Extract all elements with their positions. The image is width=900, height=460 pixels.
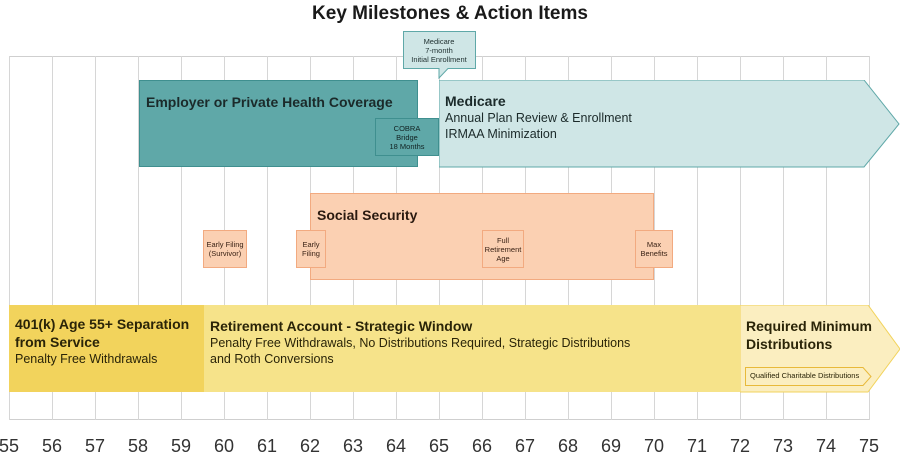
gridline (181, 56, 182, 420)
gridline (783, 56, 784, 420)
medicare-text: Medicare Annual Plan Review & Enrollment… (445, 92, 632, 142)
early-line1: Early (302, 240, 320, 249)
separation-from-service-bar: 401(k) Age 55+ Separation from Service P… (9, 305, 204, 392)
medicare-enroll-line2: 7-month (425, 45, 453, 55)
medicare-label: Medicare (445, 93, 506, 109)
employer-coverage-label: Employer or Private Health Coverage (146, 94, 393, 110)
cobra-line1: COBRA (393, 123, 421, 133)
gridline (869, 56, 870, 420)
medicare-irmaa: IRMAA Minimization (445, 127, 557, 141)
separation-head-line2: from Service (15, 334, 100, 350)
full-retirement-age-box: Full Retirement Age (482, 230, 524, 268)
x-tick-label: 67 (514, 436, 536, 456)
strategic-head: Retirement Account - Strategic Window (210, 318, 473, 334)
gridline (138, 56, 139, 420)
medicare-bar (439, 80, 900, 168)
strategic-sub-line1: Penalty Free Withdrawals, No Distributio… (210, 336, 631, 350)
x-tick-label: 70 (643, 436, 665, 456)
x-tick-label: 58 (127, 436, 149, 456)
gridline (740, 56, 741, 420)
max-line1: Max (646, 240, 662, 249)
strategic-sub-line2: and Roth Conversions (210, 352, 334, 366)
x-tick-label: 63 (342, 436, 364, 456)
cobra-line2: Bridge (396, 132, 418, 142)
early-survivor-line1: Early Filing (206, 240, 244, 249)
cobra-bridge-box: COBRA Bridge 18 Months (375, 118, 439, 156)
x-tick-label: 73 (772, 436, 794, 456)
max-benefits-box: Max Benefits (635, 230, 673, 268)
x-tick-label: 56 (41, 436, 63, 456)
strategic-window-bar: Retirement Account - Strategic Window Pe… (204, 305, 740, 392)
separation-head-line1: 401(k) Age 55+ Separation (15, 316, 190, 332)
diagram-title: Key Milestones & Action Items (312, 3, 588, 24)
x-tick-label: 55 (0, 436, 20, 456)
early-line2: Filing (302, 249, 320, 258)
medicare-enrollment-callout (403, 31, 476, 79)
rmd-head-line2: Distributions (746, 336, 833, 352)
x-tick-label: 60 (213, 436, 235, 456)
x-tick-label: 75 (858, 436, 880, 456)
separation-sub: Penalty Free Withdrawals (15, 352, 158, 366)
x-tick-label: 59 (170, 436, 192, 456)
medicare-enroll-line1: Medicare (423, 36, 455, 46)
x-tick-label: 74 (815, 436, 837, 456)
employer-coverage-bar: Employer or Private Health Coverage (139, 80, 418, 167)
medicare-enroll-line3: Initial Enrollment (411, 54, 467, 64)
x-tick-label: 66 (471, 436, 493, 456)
x-tick-label: 72 (729, 436, 751, 456)
gridline (826, 56, 827, 420)
social-security-label: Social Security (317, 207, 418, 223)
x-tick-label: 71 (686, 436, 708, 456)
gridline (267, 56, 268, 420)
max-line2: Benefits (640, 249, 668, 258)
qcd-label: Qualified Charitable Distributions (750, 371, 860, 380)
rmd-text: Required Minimum Distributions (746, 317, 872, 353)
early-survivor-line2: (Survivor) (208, 249, 242, 258)
x-tick-label: 68 (557, 436, 579, 456)
x-tick-label: 57 (84, 436, 106, 456)
fra-line3: Age (496, 253, 510, 263)
gridline (9, 56, 10, 420)
early-filing-box: Early Filing (296, 230, 326, 268)
x-tick-label: 61 (256, 436, 278, 456)
x-tick-label: 69 (600, 436, 622, 456)
rmd-head-line1: Required Minimum (746, 318, 873, 334)
medicare-plan-review: Annual Plan Review & Enrollment (445, 111, 632, 125)
gridline (95, 56, 96, 420)
cobra-line3: 18 Months (389, 141, 425, 151)
x-tick-label: 64 (385, 436, 407, 456)
x-tick-label: 65 (428, 436, 450, 456)
qcd-tag (745, 367, 872, 386)
gridline (52, 56, 53, 420)
x-tick-label: 62 (299, 436, 321, 456)
fra-line1: Full (496, 235, 510, 245)
fra-line2: Retirement (484, 244, 522, 254)
early-filing-survivor-box: Early Filing (Survivor) (203, 230, 247, 268)
gridline (697, 56, 698, 420)
medicare-enrollment-box: Medicare 7-month Initial Enrollment (403, 31, 475, 69)
